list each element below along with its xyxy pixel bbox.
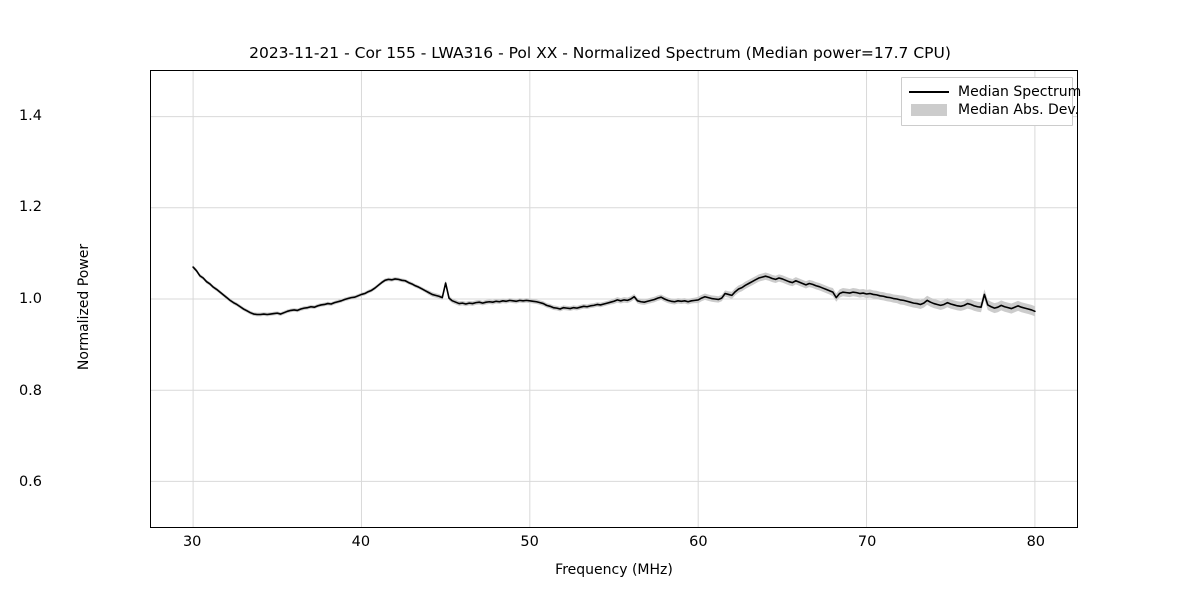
x-tick-label: 70 — [857, 534, 877, 550]
plot-area — [150, 70, 1078, 528]
y-tick-label: 1.0 — [18, 291, 42, 307]
legend-label: Median Spectrum — [958, 84, 1082, 100]
grid-lines — [151, 71, 1077, 527]
y-tick-label: 0.8 — [18, 382, 42, 399]
y-tick-label: 0.6 — [18, 474, 42, 491]
x-tick-label: 80 — [1026, 534, 1046, 550]
legend-item-median-abs-dev: Median Abs. Dev. — [909, 101, 1079, 119]
legend-line-swatch-icon — [909, 85, 949, 99]
x-axis-label: Frequency (MHz) — [555, 562, 673, 578]
legend-patch-swatch-icon — [909, 103, 949, 117]
plot-svg — [151, 71, 1077, 527]
x-tick-label: 40 — [351, 534, 371, 550]
x-tick-label: 50 — [520, 534, 539, 550]
legend: Median Spectrum Median Abs. Dev. — [901, 77, 1081, 126]
median-abs-dev-band — [193, 265, 1035, 317]
legend-label: Median Abs. Dev. — [958, 102, 1080, 118]
x-tick-label: 60 — [689, 534, 708, 550]
y-tick-label: 1.4 — [18, 107, 42, 124]
x-tick-label: 30 — [182, 534, 202, 550]
legend-item-median-spectrum: Median Spectrum — [909, 83, 1081, 101]
y-tick-label: 1.2 — [18, 199, 42, 216]
page-title: 2023-11-21 - Cor 155 - LWA316 - Pol XX -… — [249, 44, 951, 62]
y-axis-label: Normalized Power — [76, 243, 92, 371]
median-spectrum-line — [192, 266, 1036, 316]
